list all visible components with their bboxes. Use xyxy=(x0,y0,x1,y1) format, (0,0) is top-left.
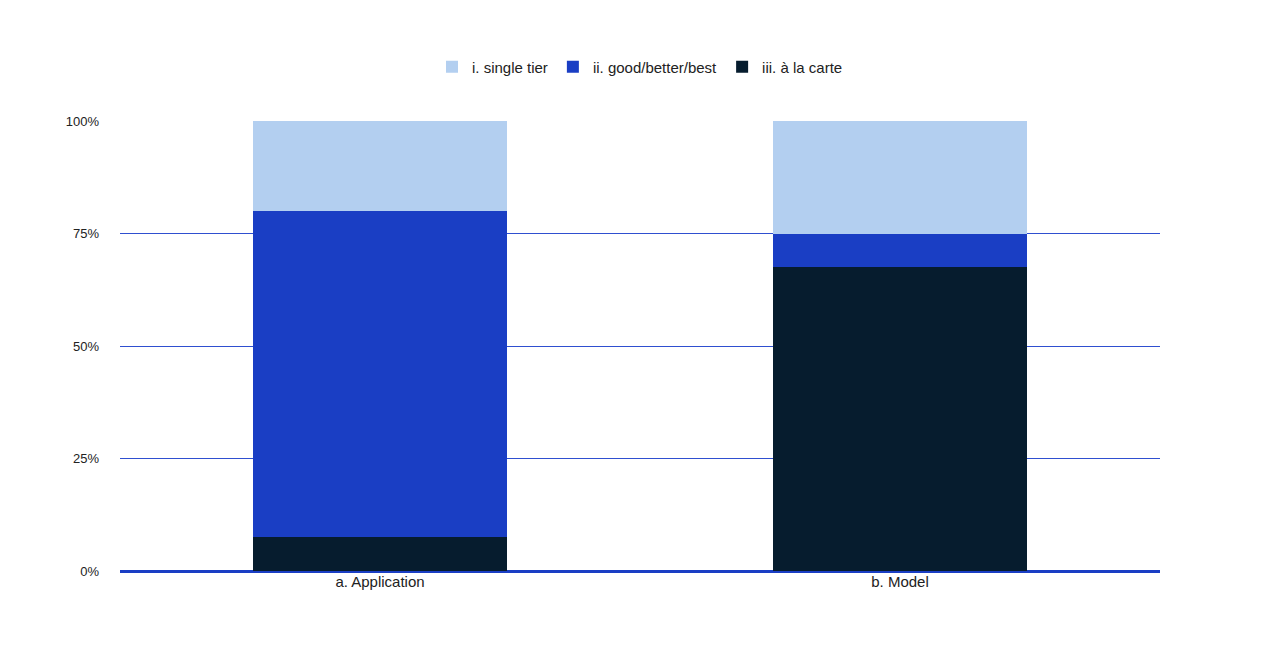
svg-text:ii. good/better/best: ii. good/better/best xyxy=(593,59,717,76)
svg-text:50%: 50% xyxy=(73,339,99,354)
svg-text:0%: 0% xyxy=(80,564,99,579)
svg-text:a. Application: a. Application xyxy=(335,573,424,590)
svg-text:75%: 75% xyxy=(73,226,99,241)
svg-text:100%: 100% xyxy=(66,114,100,129)
svg-text:25%: 25% xyxy=(73,451,99,466)
svg-text:i. single tier: i. single tier xyxy=(472,59,548,76)
svg-text:b. Model: b. Model xyxy=(871,573,929,590)
svg-text:iii. à la carte: iii. à la carte xyxy=(762,59,842,76)
